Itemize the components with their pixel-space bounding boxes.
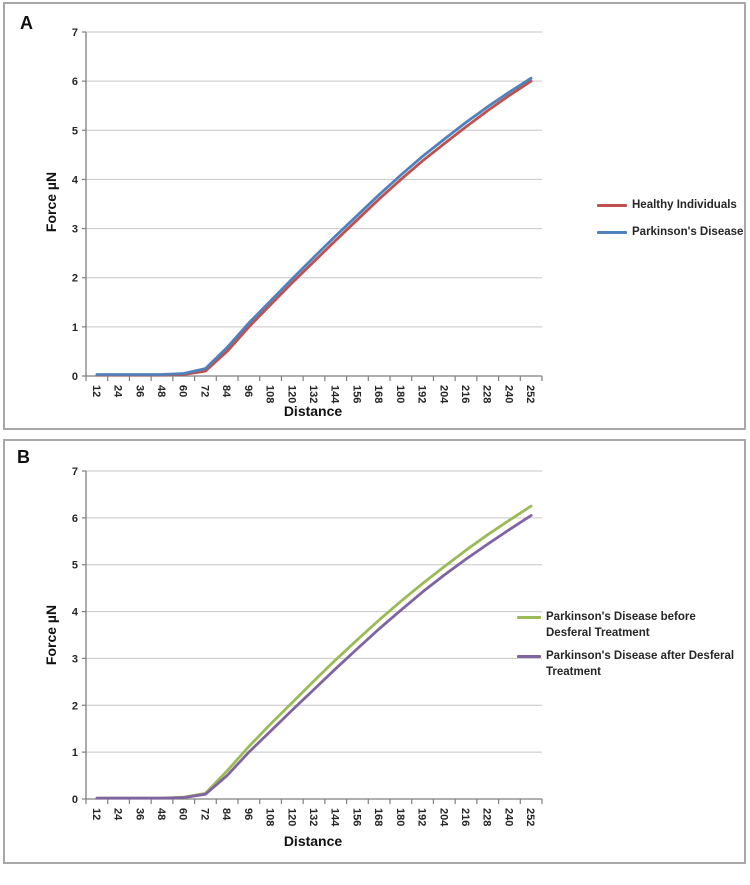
panel-b: B 0 1 2 3 4 5 6 7 12 24 36 48 60 72 84 96 108 120 132 144 15… bbox=[3, 439, 746, 864]
x-tick-label: 36 bbox=[133, 385, 145, 397]
x-tick-label: 72 bbox=[198, 808, 210, 820]
x-tick-label: 144 bbox=[329, 385, 341, 404]
x-tick-label: 228 bbox=[481, 808, 493, 826]
y-tick-label: 0 bbox=[72, 371, 78, 383]
x-tick-label: 84 bbox=[220, 808, 232, 821]
series-line bbox=[95, 79, 533, 377]
x-tick-label: 156 bbox=[350, 385, 362, 403]
y-tick-label: 7 bbox=[72, 466, 78, 478]
panel-a: A 0 1 2 3 4 5 6 7 12 24 36 48 60 72 84 96 108 120 132 144 15… bbox=[3, 2, 746, 430]
after-desferal-line-swatch bbox=[517, 655, 541, 658]
parkinsons-line-swatch bbox=[597, 231, 627, 234]
x-axis-title-b: Distance bbox=[283, 833, 343, 849]
x-tick-label: 108 bbox=[264, 808, 276, 826]
legend-item-parkinsons: Parkinson's Disease bbox=[597, 224, 743, 240]
x-tick-label: 132 bbox=[307, 808, 319, 826]
x-tick-label: 156 bbox=[350, 808, 362, 826]
y-tick-label: 1 bbox=[72, 322, 78, 334]
x-tick-label: 48 bbox=[155, 385, 167, 397]
y-tick-label: 7 bbox=[72, 27, 78, 39]
x-tick-label: 60 bbox=[177, 808, 189, 820]
x-tick-label: 36 bbox=[133, 808, 145, 820]
y-tick-label: 6 bbox=[72, 513, 78, 525]
x-tick-label: 108 bbox=[264, 385, 276, 403]
x-tick-label: 120 bbox=[285, 808, 297, 826]
x-tick-label: 120 bbox=[285, 385, 297, 403]
x-tick-label: 252 bbox=[524, 385, 536, 403]
x-tick-label: 24 bbox=[112, 808, 124, 821]
x-tick-label: 132 bbox=[307, 385, 319, 403]
x-tick-label: 60 bbox=[177, 385, 189, 397]
y-axis-title-a: Force µN bbox=[43, 171, 59, 233]
y-tick-label: 4 bbox=[72, 174, 79, 186]
x-tick-label: 216 bbox=[459, 808, 471, 826]
x-tick-label: 96 bbox=[242, 808, 254, 820]
legend-label-healthy: Healthy Individuals bbox=[632, 199, 737, 211]
x-tick-label: 180 bbox=[394, 385, 406, 403]
legend-label-parkinsons: Parkinson's Disease bbox=[632, 226, 744, 238]
legend-b: Parkinson's Disease before Desferal Trea… bbox=[517, 609, 743, 680]
panel-a-label: A bbox=[20, 13, 33, 33]
x-tick-label: 228 bbox=[481, 385, 493, 403]
x-tick-label: 24 bbox=[112, 385, 124, 398]
y-tick-label: 5 bbox=[72, 560, 78, 572]
legend-item-healthy: Healthy Individuals bbox=[597, 197, 743, 213]
x-tick-label: 84 bbox=[220, 385, 232, 398]
x-tick-label: 240 bbox=[502, 808, 514, 826]
y-tick-label: 3 bbox=[72, 653, 78, 665]
y-tick-label: 3 bbox=[72, 224, 78, 236]
x-tick-label: 240 bbox=[502, 385, 514, 403]
x-tick-label: 12 bbox=[90, 808, 102, 820]
y-tick-label: 6 bbox=[72, 76, 78, 88]
y-tick-label: 5 bbox=[72, 125, 78, 137]
before-desferal-line-swatch bbox=[517, 616, 541, 619]
x-tick-label: 12 bbox=[90, 385, 102, 397]
y-tick-label: 1 bbox=[72, 747, 78, 759]
legend-a: Healthy Individuals Parkinson's Disease bbox=[597, 197, 743, 240]
legend-item-after-desferal: Parkinson's Disease after Desferal Treat… bbox=[517, 648, 743, 680]
series-line bbox=[95, 76, 533, 376]
panel-b-label: B bbox=[17, 447, 30, 467]
y-axis-title-b: Force µN bbox=[43, 604, 59, 666]
y-tick-label: 2 bbox=[72, 273, 78, 285]
x-tick-label: 216 bbox=[459, 385, 471, 403]
legend-item-before-desferal: Parkinson's Disease before Desferal Trea… bbox=[517, 609, 743, 641]
x-tick-label: 96 bbox=[242, 385, 254, 397]
y-tick-label: 2 bbox=[72, 700, 78, 712]
legend-label-before-desferal: Parkinson's Disease before Desferal Trea… bbox=[546, 611, 696, 639]
x-tick-label: 204 bbox=[437, 808, 449, 827]
x-axis-title-a: Distance bbox=[283, 403, 343, 419]
x-tick-label: 180 bbox=[394, 808, 406, 826]
y-tick-label: 0 bbox=[72, 794, 78, 806]
y-tick-label: 4 bbox=[72, 607, 79, 619]
healthy-line-swatch bbox=[597, 204, 627, 207]
series-line bbox=[95, 514, 533, 800]
x-tick-label: 168 bbox=[372, 385, 384, 403]
x-tick-label: 192 bbox=[416, 808, 428, 826]
x-tick-label: 204 bbox=[437, 385, 449, 404]
x-tick-label: 252 bbox=[524, 808, 536, 826]
x-tick-label: 72 bbox=[198, 385, 210, 397]
legend-label-after-desferal: Parkinson's Disease after Desferal Treat… bbox=[546, 650, 735, 678]
x-tick-label: 48 bbox=[155, 808, 167, 820]
series-line bbox=[95, 504, 533, 800]
x-tick-label: 192 bbox=[416, 385, 428, 403]
x-tick-label: 144 bbox=[329, 808, 341, 827]
x-tick-label: 168 bbox=[372, 808, 384, 826]
